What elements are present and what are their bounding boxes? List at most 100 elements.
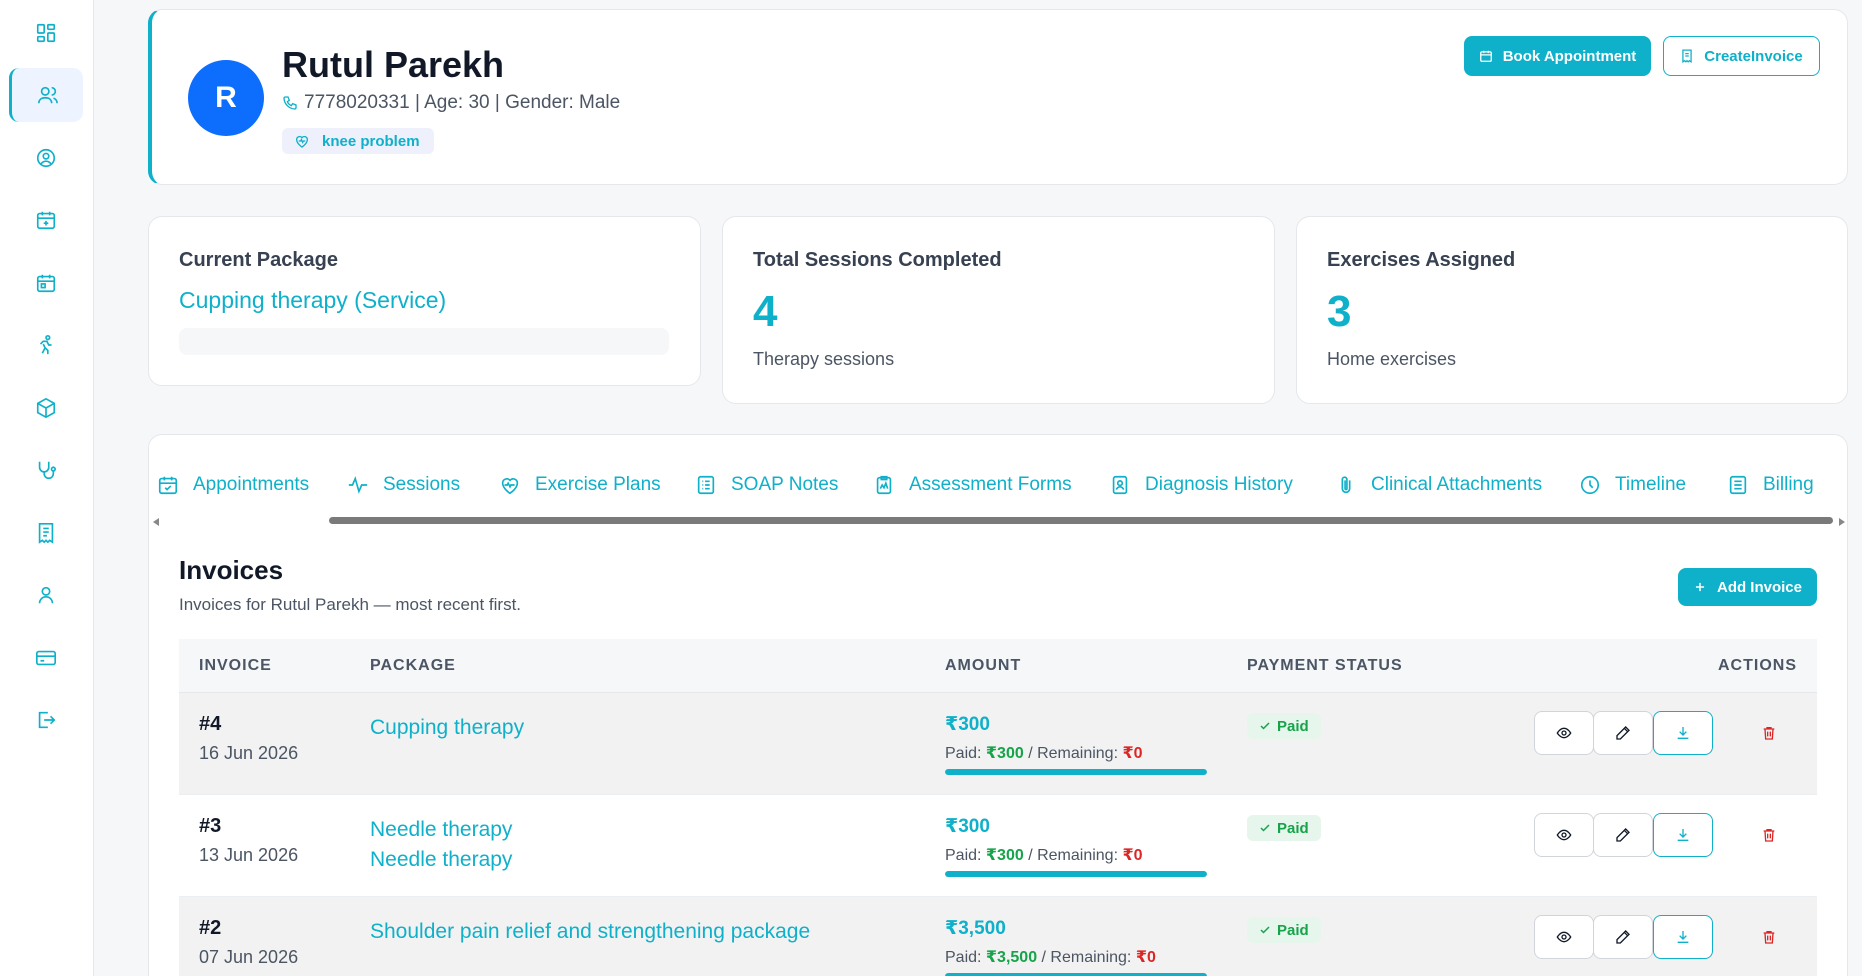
remaining-value: ₹0 <box>1135 949 1156 966</box>
sidebar-item-staff[interactable] <box>9 568 83 622</box>
invoice-number: #3 <box>199 815 222 837</box>
add-invoice-button[interactable]: Add Invoice <box>1678 568 1817 606</box>
patients-icon <box>37 86 58 104</box>
activity-icon <box>348 476 368 494</box>
tab-timeline[interactable]: Timeline <box>1579 465 1686 505</box>
view-button[interactable] <box>1534 711 1594 755</box>
scroll-thumb[interactable] <box>329 517 1833 524</box>
column-header-invoice: INVOICE <box>199 657 272 674</box>
trash-icon <box>1763 829 1775 842</box>
create-invoice-button[interactable]: CreateInvoice <box>1663 36 1820 76</box>
tab-label: Appointments <box>193 474 310 495</box>
table-header: INVOICE PACKAGE AMOUNT PAYMENT STATUS AC… <box>179 639 1817 693</box>
sidebar-item-packages[interactable] <box>9 381 83 435</box>
download-button[interactable] <box>1653 915 1713 959</box>
remaining-label: / Remaining: <box>1023 745 1123 762</box>
condition-tag: knee problem <box>282 128 434 154</box>
sidebar-item-book[interactable] <box>9 193 83 247</box>
heart-pulse-icon <box>296 135 308 148</box>
package-link[interactable]: Shoulder pain relief and strengthening p… <box>370 920 811 943</box>
tab-diagnosis-history[interactable]: Diagnosis History <box>1109 465 1293 505</box>
status-badge: Paid <box>1247 917 1321 943</box>
book-appointment-button[interactable]: Book Appointment <box>1464 36 1651 76</box>
sidebar-item-invoices[interactable] <box>9 506 83 560</box>
sessions-sub: Therapy sessions <box>753 349 895 369</box>
tab-clinical-attachments[interactable]: Clinical Attachments <box>1335 465 1542 505</box>
logout-icon <box>38 711 56 729</box>
edit-button[interactable] <box>1593 813 1653 857</box>
paid-value: ₹3,500 <box>985 949 1038 966</box>
scroll-left-icon[interactable] <box>153 518 159 526</box>
receipt-icon <box>1682 49 1693 63</box>
tab-label: Exercise Plans <box>535 474 661 495</box>
tab-appointments[interactable]: Appointments <box>157 465 309 505</box>
tab-label: Assessment Forms <box>909 474 1072 495</box>
exercises-value: 3 <box>1327 287 1352 336</box>
tab-assessment-forms[interactable]: Assessment Forms <box>873 465 1072 505</box>
status-badge: Paid <box>1247 815 1321 841</box>
calendar-plus-icon <box>36 211 56 230</box>
tab-billing[interactable]: Billing <box>1727 465 1814 505</box>
status-label: Paid <box>1277 921 1309 939</box>
scroll-right-icon[interactable] <box>1839 518 1845 526</box>
view-button[interactable] <box>1534 813 1594 857</box>
package-link[interactable]: Needle therapy <box>370 818 513 841</box>
payment-summary: Paid: ₹300 / Remaining: ₹0 <box>945 845 1143 865</box>
calendar-icon <box>36 274 56 293</box>
patient-detail-panel: Appointments Sessions Exercise Plans SOA… <box>148 434 1848 976</box>
tab-sessions[interactable]: Sessions <box>347 465 460 505</box>
sidebar-item-dashboard[interactable] <box>9 6 83 60</box>
user-circle-icon <box>36 148 56 168</box>
current-package-card: Current Package Cupping therapy (Service… <box>148 216 701 386</box>
sidebar-item-exercises[interactable] <box>9 318 83 372</box>
sidebar-item-profile[interactable] <box>9 131 83 185</box>
package-icon <box>36 397 56 419</box>
download-button[interactable] <box>1653 711 1713 755</box>
paid-label: Paid: <box>945 847 986 864</box>
tab-bar: Appointments Sessions Exercise Plans SOA… <box>149 465 1847 505</box>
patient-meta: 7778020331 | Age: 30 | Gender: Male <box>282 92 620 114</box>
calendar-check-icon <box>158 476 178 495</box>
edit-button[interactable] <box>1593 711 1653 755</box>
payment-summary: Paid: ₹3,500 / Remaining: ₹0 <box>945 947 1156 967</box>
invoice-amount: ₹300 <box>945 816 990 837</box>
patient-meta-text: 7778020331 | Age: 30 | Gender: Male <box>304 92 621 113</box>
sidebar-item-patients[interactable] <box>9 68 83 122</box>
tab-scrollbar[interactable] <box>149 515 1847 527</box>
current-package-link[interactable]: Cupping therapy (Service) <box>179 287 447 313</box>
delete-button[interactable] <box>1753 921 1785 953</box>
sidebar <box>0 0 94 976</box>
download-button[interactable] <box>1653 813 1713 857</box>
view-button[interactable] <box>1534 915 1594 959</box>
sidebar-item-calendar[interactable] <box>9 256 83 310</box>
delete-button[interactable] <box>1753 717 1785 749</box>
invoice-date: 07 Jun 2026 <box>199 947 299 967</box>
package-link[interactable]: Needle therapy <box>370 848 513 871</box>
invoice-amount: ₹3,500 <box>945 918 1006 939</box>
trash-icon <box>1763 931 1775 944</box>
plus-icon <box>1695 582 1705 592</box>
credit-card-icon <box>36 650 56 666</box>
current-package-label: Current Package <box>179 249 338 271</box>
status-label: Paid <box>1277 819 1309 837</box>
sidebar-item-logout[interactable] <box>9 693 83 747</box>
phone-icon <box>283 96 297 110</box>
package-progress-bar <box>179 328 669 355</box>
paid-value: ₹300 <box>985 847 1024 864</box>
invoice-package: Cupping therapy <box>370 713 524 743</box>
tab-soap-notes[interactable]: SOAP Notes <box>695 465 838 505</box>
invoice-amount: ₹300 <box>945 714 990 735</box>
patient-name: Rutul Parekh <box>282 44 505 85</box>
delete-button[interactable] <box>1753 819 1785 851</box>
sidebar-item-payments[interactable] <box>9 631 83 685</box>
tab-exercise-plans[interactable]: Exercise Plans <box>499 465 661 505</box>
tab-label: SOAP Notes <box>731 474 839 495</box>
package-link[interactable]: Cupping therapy <box>370 716 525 739</box>
edit-button[interactable] <box>1593 915 1653 959</box>
remaining-label: / Remaining: <box>1023 847 1123 864</box>
exercises-sub: Home exercises <box>1327 349 1457 369</box>
sidebar-item-clinical[interactable] <box>9 443 83 497</box>
payment-progress-bar <box>945 769 1207 775</box>
heart-pulse-icon <box>501 478 519 495</box>
tab-label: Timeline <box>1615 474 1687 495</box>
